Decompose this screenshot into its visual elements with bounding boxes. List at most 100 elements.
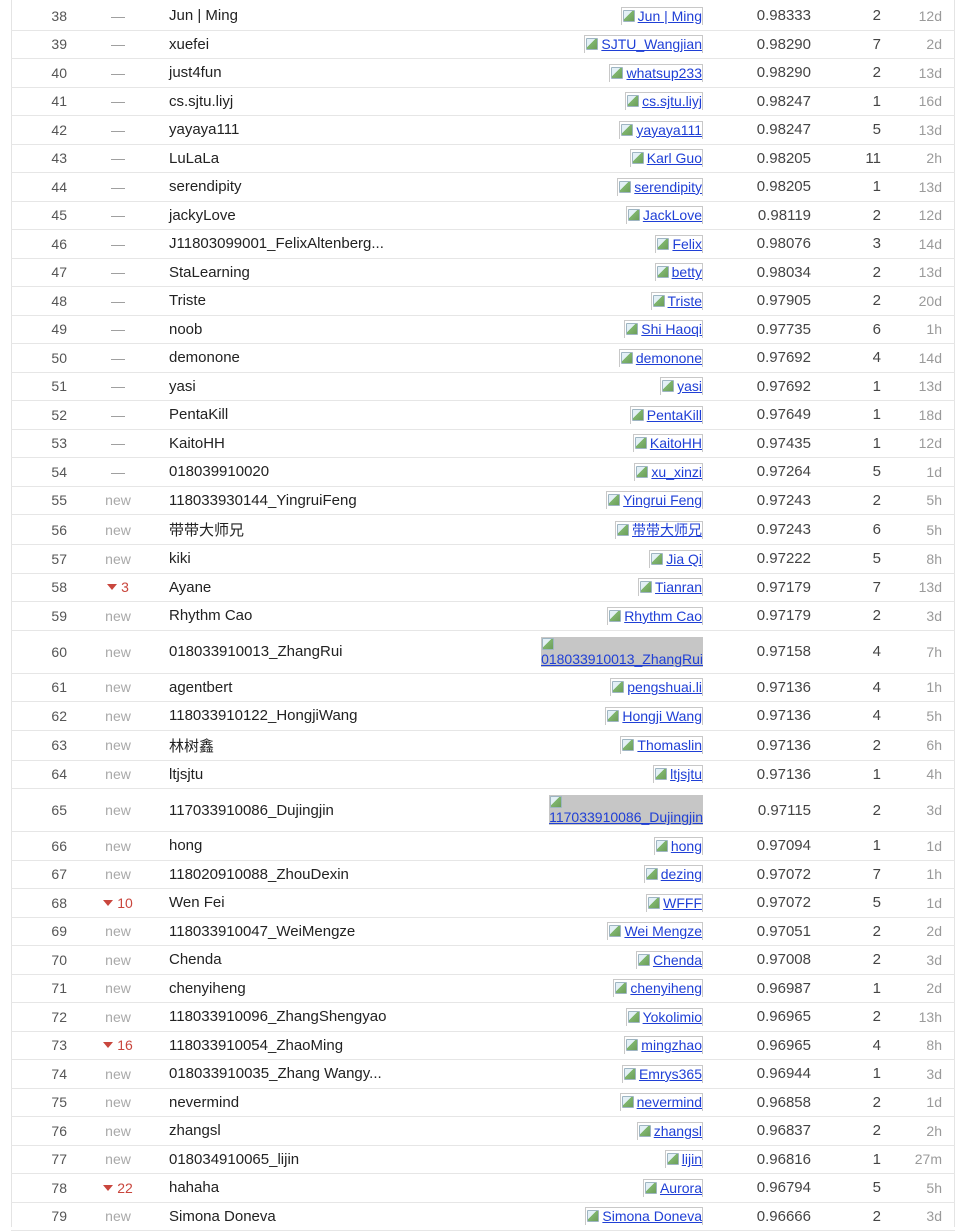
team-name-link[interactable]: chenyiheng bbox=[169, 980, 246, 997]
team-name-link[interactable]: yayaya111 bbox=[169, 121, 239, 138]
team-name-link[interactable]: 018034910065_lijin bbox=[169, 1151, 299, 1168]
rank-change: new bbox=[83, 918, 153, 946]
member-avatar[interactable]: betty bbox=[655, 263, 703, 281]
team-name-link[interactable]: KaitoHH bbox=[169, 435, 225, 452]
member-avatar[interactable]: Rhythm Cao bbox=[607, 607, 703, 625]
rank-change-value: new bbox=[105, 923, 131, 939]
member-avatar[interactable]: KaitoHH bbox=[633, 434, 703, 452]
member-avatar[interactable]: dezing bbox=[644, 865, 703, 883]
member-avatar[interactable]: lijin bbox=[665, 1150, 703, 1168]
entries-cell: 2 bbox=[817, 1117, 881, 1145]
team-name-link[interactable]: 118033910054_ZhaoMing bbox=[169, 1037, 343, 1054]
member-avatar[interactable]: Karl Guo bbox=[630, 149, 703, 167]
rank-change-value: new bbox=[105, 802, 131, 818]
team-name-link[interactable]: 118033930144_YingruiFeng bbox=[169, 492, 357, 509]
team-name-link[interactable]: jackyLove bbox=[169, 207, 236, 224]
team-name-link[interactable]: hahaha bbox=[169, 1179, 219, 1196]
team-name-link[interactable]: J11803099001_FelixAltenberg... bbox=[169, 235, 384, 252]
last-submission-cell: 1h bbox=[887, 316, 942, 344]
team-name-link[interactable]: Simona Doneva bbox=[169, 1208, 276, 1225]
member-avatar[interactable]: demonone bbox=[619, 349, 703, 367]
team-name-link[interactable]: Wen Fei bbox=[169, 894, 225, 911]
last-submission-cell: 7h bbox=[887, 631, 942, 673]
last-submission-cell: 5h bbox=[887, 515, 942, 544]
member-avatar[interactable]: Chenda bbox=[636, 951, 703, 969]
member-avatar[interactable]: PentaKill bbox=[630, 406, 703, 424]
member-avatar[interactable]: serendipity bbox=[617, 178, 703, 196]
member-avatar[interactable]: mingzhao bbox=[624, 1036, 703, 1054]
member-avatar[interactable]: Yokolimio bbox=[626, 1008, 703, 1026]
team-name-link[interactable]: Triste bbox=[169, 292, 206, 309]
team-name-link[interactable]: 018039910020 bbox=[169, 463, 269, 480]
team-name-link[interactable]: 118033910096_ZhangShengyao bbox=[169, 1008, 386, 1025]
team-name-link[interactable]: 018033910035_Zhang Wangy... bbox=[169, 1065, 382, 1082]
team-name-link[interactable]: 林树鑫 bbox=[169, 735, 214, 756]
score-cell: 0.96944 bbox=[711, 1060, 811, 1088]
team-name-link[interactable]: serendipity bbox=[169, 178, 242, 195]
team-name-link[interactable]: ltjsjtu bbox=[169, 766, 203, 783]
team-name-link[interactable]: Chenda bbox=[169, 951, 222, 968]
team-name-link[interactable]: 118033910122_HongjiWang bbox=[169, 707, 358, 724]
member-avatar[interactable]: Aurora bbox=[643, 1179, 703, 1197]
member-avatar[interactable]: Thomaslin bbox=[620, 736, 703, 754]
team-name-link[interactable]: xuefei bbox=[169, 36, 209, 53]
member-avatar[interactable]: Felix bbox=[655, 235, 703, 253]
rank-change: — bbox=[83, 259, 153, 287]
member-avatar[interactable]: hong bbox=[654, 837, 703, 855]
member-avatar[interactable]: Emrys365 bbox=[622, 1065, 703, 1083]
team-name-link[interactable]: noob bbox=[169, 321, 202, 338]
member-avatar[interactable]: yasi bbox=[660, 377, 703, 395]
member-avatar[interactable]: chenyiheng bbox=[613, 979, 703, 997]
entries-cell: 4 bbox=[817, 702, 881, 730]
member-avatar[interactable]: cs.sjtu.liyj bbox=[625, 92, 703, 110]
team-name-link[interactable]: 018033910013_ZhangRui bbox=[169, 643, 343, 660]
member-avatar[interactable]: Tianran bbox=[638, 578, 703, 596]
member-avatar[interactable]: ltjsjtu bbox=[653, 765, 703, 783]
rank-change: new bbox=[83, 702, 153, 730]
team-name-link[interactable]: PentaKill bbox=[169, 406, 228, 423]
team-name-link[interactable]: LuLaLa bbox=[169, 150, 219, 167]
team-name-link[interactable]: just4fun bbox=[169, 64, 222, 81]
member-avatar[interactable]: nevermind bbox=[620, 1093, 703, 1111]
member-avatar[interactable]: Jun | Ming bbox=[621, 7, 703, 25]
team-name-link[interactable]: 带带大师兄 bbox=[169, 519, 244, 540]
member-avatar[interactable]: Shi Haoqi bbox=[624, 320, 703, 338]
team-name-link[interactable]: agentbert bbox=[169, 679, 232, 696]
member-avatar[interactable]: zhangsl bbox=[637, 1122, 703, 1140]
member-avatar[interactable]: Hongji Wang bbox=[605, 707, 703, 725]
member-avatar[interactable]: SJTU_Wangjian bbox=[584, 35, 703, 53]
member-avatar[interactable]: 018033910013_ZhangRui bbox=[541, 637, 703, 667]
team-name-link[interactable]: Jun | Ming bbox=[169, 7, 238, 24]
team-name-link[interactable]: 118033910047_WeiMengze bbox=[169, 923, 355, 940]
team-name-link[interactable]: demonone bbox=[169, 349, 240, 366]
entries-cell: 5 bbox=[817, 889, 881, 917]
entries-cell: 6 bbox=[817, 515, 881, 544]
member-avatar[interactable]: yayaya111 bbox=[619, 121, 703, 139]
team-name-link[interactable]: Ayane bbox=[169, 579, 211, 596]
team-name-cell: 018033910035_Zhang Wangy... bbox=[169, 1060, 549, 1088]
member-avatar[interactable]: Jia Qi bbox=[649, 550, 703, 568]
team-members-cell: 018033910013_ZhangRui bbox=[551, 631, 703, 673]
team-name-link[interactable]: hong bbox=[169, 837, 202, 854]
member-avatar[interactable]: Triste bbox=[651, 292, 703, 310]
member-avatar[interactable]: 117033910086_Dujingjin bbox=[549, 795, 703, 825]
member-avatar[interactable]: Simona Doneva bbox=[585, 1207, 703, 1225]
member-avatar[interactable]: 带带大师兄 bbox=[615, 521, 703, 539]
team-name-link[interactable]: Rhythm Cao bbox=[169, 607, 252, 624]
team-name-link[interactable]: 117033910086_Dujingjin bbox=[169, 802, 334, 819]
team-name-link[interactable]: zhangsl bbox=[169, 1122, 221, 1139]
team-name-link[interactable]: yasi bbox=[169, 378, 196, 395]
member-avatar[interactable]: Yingrui Feng bbox=[606, 491, 703, 509]
member-avatar[interactable]: pengshuai.li bbox=[610, 678, 703, 696]
member-avatar[interactable]: whatsup233 bbox=[609, 64, 703, 82]
team-name-link[interactable]: kiki bbox=[169, 550, 191, 567]
team-name-link[interactable]: nevermind bbox=[169, 1094, 239, 1111]
member-avatar[interactable]: WFFF bbox=[646, 894, 703, 912]
member-avatar[interactable]: xu_xinzi bbox=[634, 463, 703, 481]
member-avatar[interactable]: Wei Mengze bbox=[607, 922, 703, 940]
team-name-link[interactable]: StaLearning bbox=[169, 264, 250, 281]
team-name-link[interactable]: 118020910088_ZhouDexin bbox=[169, 866, 349, 883]
member-avatar[interactable]: JackLove bbox=[626, 206, 703, 224]
team-name-link[interactable]: cs.sjtu.liyj bbox=[169, 93, 233, 110]
